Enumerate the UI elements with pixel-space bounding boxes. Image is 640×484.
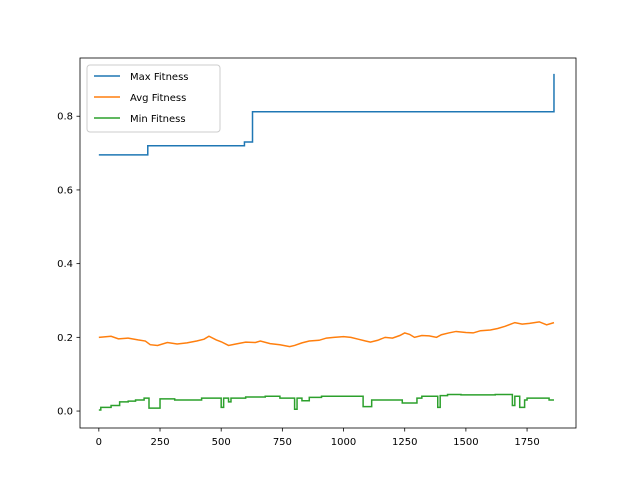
x-tick-label: 0	[96, 437, 102, 448]
y-tick-label: 0.6	[57, 185, 73, 196]
x-tick-label: 500	[212, 437, 231, 448]
y-tick-label: 0.0	[57, 407, 73, 418]
x-tick-label: 1250	[392, 437, 417, 448]
series-line-min-fitness	[98, 393, 554, 411]
series-line-max-fitness	[98, 73, 555, 156]
legend: Max Fitness Avg Fitness Min Fitness	[86, 64, 221, 133]
legend-label: Min Fitness	[130, 114, 186, 125]
legend-label: Avg Fitness	[130, 93, 186, 104]
legend-label: Max Fitness	[130, 72, 189, 83]
axes-frame	[79, 57, 577, 429]
y-tick-label: 0.4	[57, 259, 73, 270]
y-tick-label: 0.8	[57, 112, 73, 123]
x-tick-label: 1000	[331, 437, 356, 448]
series-line-avg-fitness	[98, 321, 555, 348]
legend-box	[86, 64, 221, 133]
x-tick-label: 250	[150, 437, 169, 448]
x-tick-label: 750	[273, 437, 292, 448]
y-tick-label: 0.2	[57, 333, 73, 344]
x-tick-label: 1500	[453, 437, 478, 448]
x-tick-label: 1750	[514, 437, 539, 448]
